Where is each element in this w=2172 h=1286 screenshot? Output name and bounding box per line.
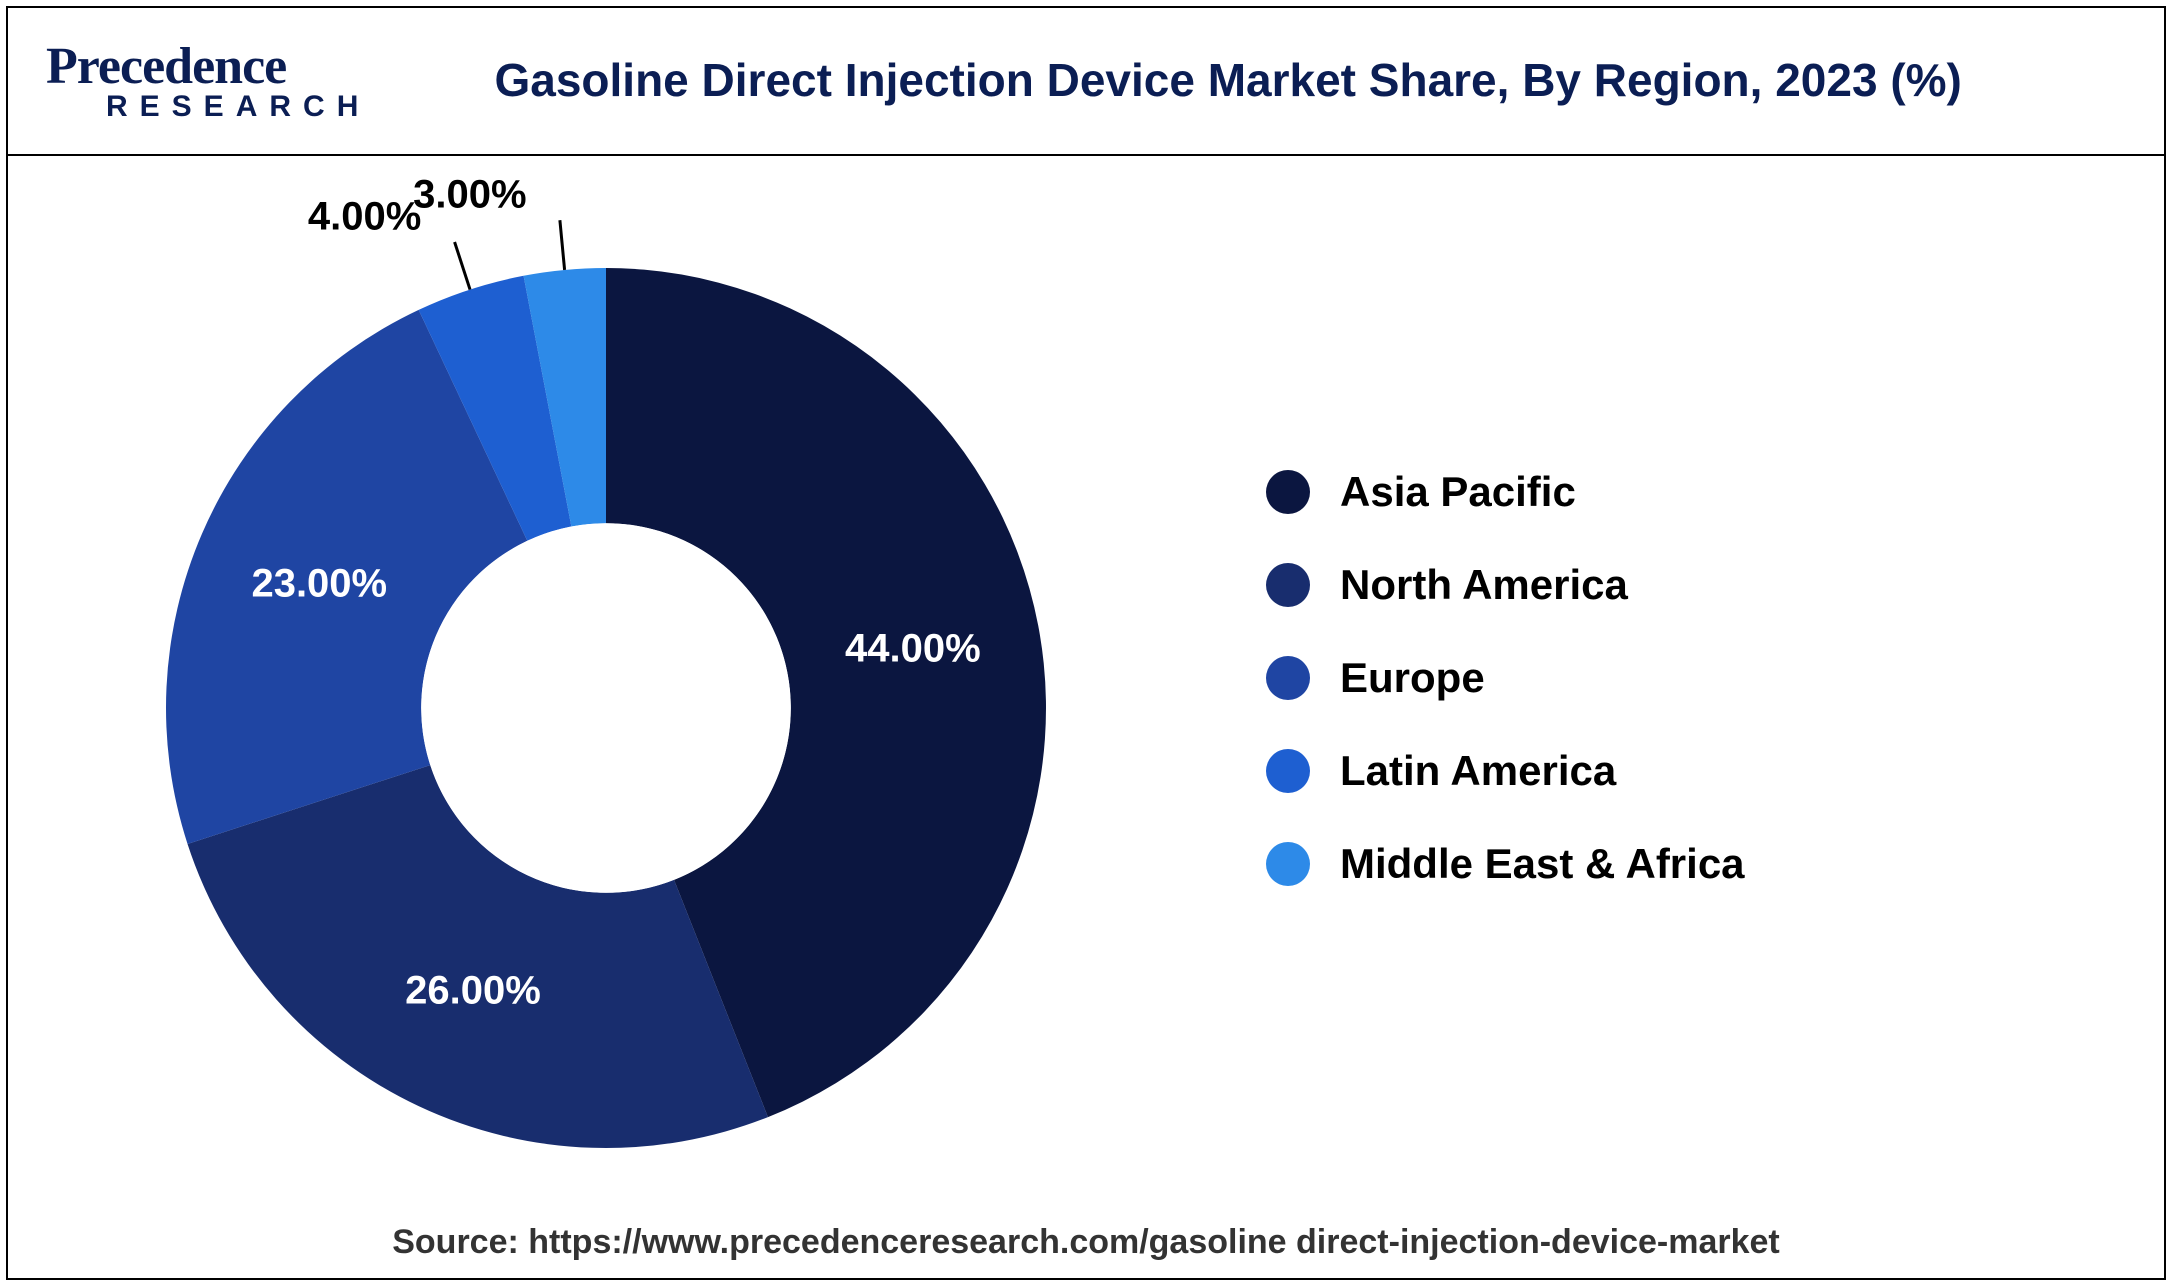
legend-item: Latin America (1266, 747, 1745, 795)
legend-swatch (1266, 563, 1310, 607)
legend-swatch (1266, 842, 1310, 886)
legend-item: North America (1266, 561, 1745, 609)
slice-label: 44.00% (845, 627, 981, 672)
chart-title: Gasoline Direct Injection Device Market … (370, 53, 2126, 107)
brand-name-top: Precedence (46, 37, 370, 96)
slice-label: 26.00% (405, 968, 541, 1013)
source-line: Source: https://www.precedenceresearch.c… (0, 1223, 2172, 1262)
legend-swatch (1266, 470, 1310, 514)
brand-logo: Precedence RESEARCH (46, 37, 370, 124)
legend-label: Latin America (1340, 747, 1616, 795)
legend-item: Middle East & Africa (1266, 840, 1745, 888)
legend: Asia Pacific North America Europe Latin Ame… (1266, 468, 1745, 888)
legend-label: Europe (1340, 654, 1485, 702)
donut-chart: 44.00% 26.00% 23.00% 4.00%3.00% (6, 153, 1206, 1203)
slice-label: 23.00% (251, 561, 387, 606)
slice-label: 3.00% (413, 173, 526, 218)
legend-item: Asia Pacific (1266, 468, 1745, 516)
legend-swatch (1266, 656, 1310, 700)
brand-name-bottom: RESEARCH (106, 90, 370, 124)
legend-label: Middle East & Africa (1340, 840, 1745, 888)
legend-label: North America (1340, 561, 1628, 609)
slice-label: 4.00% (308, 194, 421, 239)
chart-area: 44.00% 26.00% 23.00% 4.00%3.00% Asia Pacifi… (6, 170, 2166, 1186)
legend-label: Asia Pacific (1340, 468, 1576, 516)
legend-item: Europe (1266, 654, 1745, 702)
legend-swatch (1266, 749, 1310, 793)
header: Precedence RESEARCH Gasoline Direct Inje… (6, 6, 2166, 156)
